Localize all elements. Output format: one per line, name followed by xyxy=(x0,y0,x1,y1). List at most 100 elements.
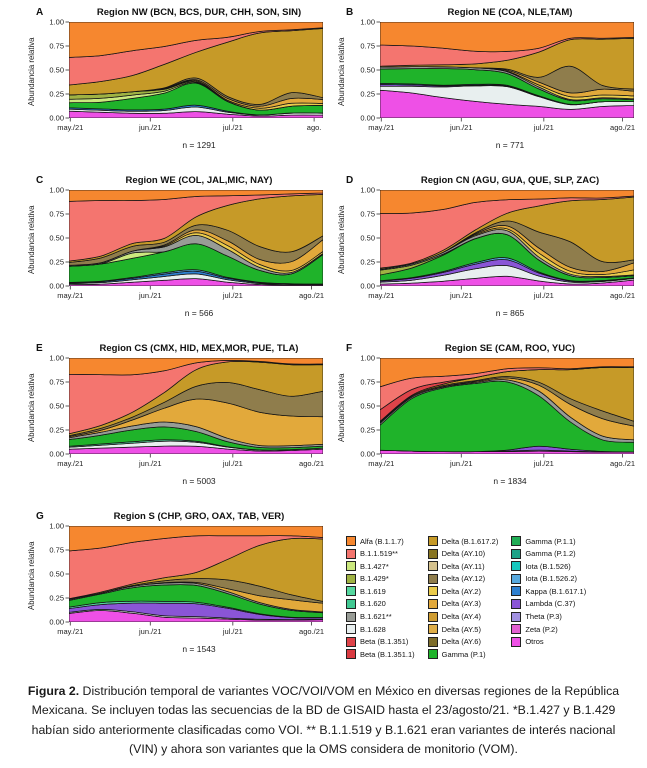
legend-swatch xyxy=(346,573,356,584)
x-tick-label: may./21 xyxy=(57,627,83,636)
panel-g: G Region S (CHP, GRO, OAX, TAB, VER) Abu… xyxy=(26,510,332,674)
x-tick-label: ago./21 xyxy=(299,459,324,468)
x-tick-label: jul./21 xyxy=(533,123,554,132)
stacked-area-chart: 0.00 0.25 0.50 0.75 1.00 may./21 jun./21 jul./2… xyxy=(49,522,324,636)
legend-label: Beta (B.1.351.1) xyxy=(360,649,415,659)
legend-item: Delta (AY.11) xyxy=(427,561,499,572)
legend-item: Kappa (B.1.617.1) xyxy=(511,586,587,597)
legend-item: Iota (B.1.526) xyxy=(511,561,586,572)
panel-letter: G xyxy=(36,511,44,522)
y-tick-label: 1.00 xyxy=(49,354,64,363)
legend-item: Delta (AY.12) xyxy=(427,573,499,584)
panel-body: Abundancia relativa 0.00 0.25 0.50 0.75 1.00… xyxy=(336,354,644,476)
stacked-area-chart: 0.00 0.25 0.50 0.75 1.00 may./21 jun./21 jul./2… xyxy=(360,18,635,132)
x-tick-label: jun./21 xyxy=(449,291,473,300)
y-axis-label: Abundancia relativa xyxy=(27,541,36,611)
x-tick-label: ago./21 xyxy=(610,123,635,132)
legend-swatch xyxy=(346,611,356,622)
legend-label: Gamma (P.1.2) xyxy=(525,549,576,559)
legend-label: Delta (B.1.617.2) xyxy=(441,536,499,546)
legend-column-3: Gamma (P.1.1) Gamma (P.1.2) Iota (B.1.526)… xyxy=(511,536,586,649)
y-tick-label: 1.00 xyxy=(360,354,375,363)
legend-item: Alfa (B.1.1.7) xyxy=(346,536,415,546)
legend-swatch xyxy=(346,636,356,647)
caption-label: Figura 2. xyxy=(27,684,80,698)
legend-swatch xyxy=(511,586,522,597)
legend-label: B.1.619 xyxy=(360,586,386,596)
legend-swatch xyxy=(511,561,522,572)
y-tick-label: 0.25 xyxy=(360,426,375,435)
y-tick-label: 0.50 xyxy=(49,66,64,75)
sample-size-label: n = 771 xyxy=(495,140,525,150)
x-tick-label: jun./21 xyxy=(138,459,162,468)
legend-item: Delta (AY.3) xyxy=(427,598,499,609)
legend-label: B.1.429* xyxy=(360,574,389,584)
y-tick-label: 0.00 xyxy=(49,114,64,123)
legend-item: Gamma (P.1) xyxy=(427,649,499,660)
variant-legend: Alfa (B.1.1.7) B.1.1.519** B.1.427* B.1.429… xyxy=(336,510,644,674)
legend-label: Iota (B.1.526.2) xyxy=(525,574,578,584)
legend-item: Delta (AY.10) xyxy=(427,548,499,559)
legend-item: Zeta (P.2) xyxy=(511,624,586,635)
x-tick-label: jul./21 xyxy=(533,459,554,468)
y-tick-label: 1.00 xyxy=(49,522,64,531)
legend-label: Alfa (B.1.1.7) xyxy=(360,536,404,546)
panel-c: C Region WE (COL, JAL,MIC, NAY) Abundanc… xyxy=(26,174,332,338)
legend-swatch xyxy=(346,586,356,597)
y-tick-label: 0.25 xyxy=(49,90,64,99)
legend-item: B.1.628 xyxy=(346,624,415,635)
panel-letter: C xyxy=(36,175,44,186)
x-tick-label: ago./21 xyxy=(610,459,635,468)
legend-item: Delta (AY.6) xyxy=(427,636,499,647)
sample-size-label: n = 1543 xyxy=(182,644,216,654)
legend-item: B.1.429* xyxy=(346,573,415,584)
legend-swatch xyxy=(427,649,438,660)
sample-size-label: n = 865 xyxy=(495,308,525,318)
y-tick-label: 0.75 xyxy=(360,210,375,219)
y-tick-label: 0.50 xyxy=(360,402,375,411)
x-tick-label: jun./21 xyxy=(449,459,473,468)
y-tick-label: 1.00 xyxy=(360,186,375,195)
sample-size-label: n = 1834 xyxy=(493,476,527,486)
legend-label: B.1.621** xyxy=(360,612,392,622)
legend-label: Delta (AY.6) xyxy=(441,637,481,647)
legend-item: Delta (AY.4) xyxy=(427,611,499,622)
legend-item: B.1.427* xyxy=(346,561,415,572)
x-tick-label: jun./21 xyxy=(449,123,473,132)
y-tick-label: 0.75 xyxy=(360,42,375,51)
legend-label: B.1.628 xyxy=(360,624,386,634)
y-axis-label: Abundancia relativa xyxy=(337,373,346,443)
panel-body: Abundancia relativa 0.00 0.25 0.50 0.75 1.00… xyxy=(26,18,332,140)
x-tick-label: may./21 xyxy=(368,123,394,132)
legend-label: Kappa (B.1.617.1) xyxy=(525,586,587,596)
legend-label: Delta (AY.10) xyxy=(441,549,486,559)
x-tick-label: ago./21 xyxy=(610,291,635,300)
y-tick-label: 1.00 xyxy=(49,186,64,195)
legend-swatch xyxy=(511,573,522,584)
legend-item: Iota (B.1.526.2) xyxy=(511,573,586,584)
y-tick-label: 0.25 xyxy=(360,90,375,99)
y-tick-label: 0.75 xyxy=(360,378,375,387)
legend-swatch xyxy=(346,548,356,559)
panel-letter: B xyxy=(346,7,354,18)
y-tick-label: 0.00 xyxy=(360,282,375,291)
y-tick-label: 0.75 xyxy=(49,546,64,555)
legend-label: Delta (AY.11) xyxy=(441,561,485,571)
y-tick-label: 0.00 xyxy=(360,114,375,123)
legend-swatch xyxy=(427,536,438,546)
legend-item: B.1.621** xyxy=(346,611,415,622)
x-tick-label: jul./21 xyxy=(222,459,243,468)
panel-title: Region NW (BCN, BCS, DUR, CHH, SON, SIN) xyxy=(96,7,302,18)
panel-title: Region CS (CMX, HID, MEX,MOR, PUE, TLA) xyxy=(99,343,299,354)
panel-a: A Region NW (BCN, BCS, DUR, CHH, SON, SI… xyxy=(26,6,332,170)
x-tick-label: jul./21 xyxy=(222,627,243,636)
legend-swatch xyxy=(427,624,438,635)
legend-swatch xyxy=(511,611,522,622)
y-tick-label: 0.50 xyxy=(49,570,64,579)
x-tick-label: may./21 xyxy=(57,459,83,468)
panel-title: Region WE (COL, JAL,MIC, NAY) xyxy=(125,175,273,186)
legend-swatch xyxy=(511,548,522,559)
stacked-area-chart: 0.00 0.25 0.50 0.75 1.00 may./21 jun./21 jul./2… xyxy=(49,18,323,132)
y-axis-label: Abundancia relativa xyxy=(337,37,346,107)
